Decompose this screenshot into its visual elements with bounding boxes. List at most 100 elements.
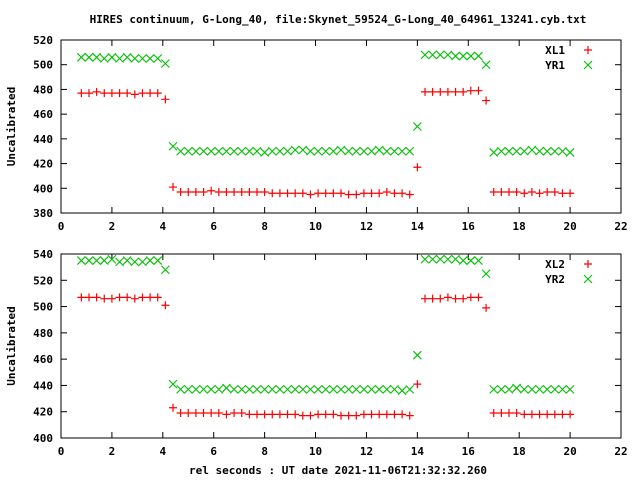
data-point xyxy=(397,386,407,396)
data-point xyxy=(459,294,468,303)
series-xl2 xyxy=(77,293,575,420)
data-point xyxy=(222,146,231,156)
data-point xyxy=(237,409,246,418)
data-point xyxy=(481,60,491,70)
series-xl1 xyxy=(77,86,575,199)
data-point xyxy=(421,294,429,303)
data-point xyxy=(283,146,292,156)
data-point xyxy=(298,411,307,420)
data-point xyxy=(505,187,513,196)
data-point xyxy=(558,410,567,419)
data-point xyxy=(336,145,346,155)
data-point xyxy=(329,189,338,198)
legend-marker xyxy=(584,260,592,268)
x-tick-label: 20 xyxy=(563,445,576,458)
data-point xyxy=(298,189,307,198)
y-tick-label: 500 xyxy=(33,301,53,314)
data-point xyxy=(107,294,116,303)
data-point xyxy=(344,411,353,420)
data-point xyxy=(496,384,506,394)
data-point xyxy=(207,186,216,195)
y-tick-label: 460 xyxy=(33,108,53,121)
x-tick-label: 0 xyxy=(58,445,65,458)
data-point xyxy=(184,409,193,418)
data-point xyxy=(252,384,262,394)
y-tick-label: 460 xyxy=(33,353,53,366)
data-point xyxy=(306,146,315,156)
data-point xyxy=(474,86,483,95)
data-point xyxy=(306,411,315,420)
data-point xyxy=(191,187,200,196)
data-point xyxy=(390,146,399,156)
data-point xyxy=(115,293,124,302)
data-point xyxy=(428,50,438,60)
data-point xyxy=(275,189,284,198)
data-point xyxy=(214,146,224,156)
data-point xyxy=(100,294,109,303)
data-point xyxy=(291,189,300,198)
data-point xyxy=(344,190,353,199)
data-point xyxy=(543,410,552,419)
y-tick-label: 400 xyxy=(33,432,53,445)
data-point xyxy=(138,89,147,98)
data-point xyxy=(321,410,330,419)
data-point xyxy=(375,410,384,419)
legend-marker xyxy=(584,46,592,54)
data-point xyxy=(443,254,453,264)
data-point xyxy=(482,303,491,312)
x-tick-label: 14 xyxy=(411,445,425,458)
data-point xyxy=(268,410,277,419)
data-point xyxy=(390,410,399,419)
data-point xyxy=(184,187,193,196)
data-point xyxy=(168,141,178,151)
data-point xyxy=(466,86,475,95)
data-point xyxy=(123,293,132,302)
data-point xyxy=(260,148,270,157)
data-point xyxy=(413,163,422,172)
plot-frame xyxy=(60,39,622,214)
data-point xyxy=(550,187,559,196)
data-point xyxy=(451,87,460,96)
data-point xyxy=(520,189,529,198)
data-point xyxy=(504,146,514,156)
y-tick-label: 480 xyxy=(33,83,53,96)
data-point xyxy=(566,410,575,419)
x-tick-label: 4 xyxy=(160,445,167,458)
data-point xyxy=(535,146,544,156)
data-point xyxy=(199,146,208,156)
data-point xyxy=(92,293,101,302)
plot-top: 0 2 4 6 8 10 12 14 16 18 20 22 380 400 420 440 460 480 500… xyxy=(5,34,628,233)
x-tick-label: 12 xyxy=(360,445,373,458)
data-point xyxy=(291,410,300,419)
data-point xyxy=(298,145,308,155)
data-point xyxy=(428,87,437,96)
data-point xyxy=(253,410,261,419)
y-tick-label: 380 xyxy=(33,207,53,220)
data-point xyxy=(321,189,330,198)
data-point xyxy=(550,410,559,419)
data-point xyxy=(336,384,346,394)
data-point xyxy=(519,384,529,394)
data-point xyxy=(160,265,170,275)
series-yr1 xyxy=(76,50,575,157)
y-tick-label: 520 xyxy=(33,274,53,287)
data-point xyxy=(160,59,170,68)
data-point xyxy=(550,384,560,394)
data-point xyxy=(382,384,392,394)
data-point xyxy=(543,187,552,196)
data-point xyxy=(374,145,384,155)
data-point xyxy=(337,189,345,198)
data-point xyxy=(283,189,292,198)
data-point xyxy=(321,146,331,156)
data-point xyxy=(351,146,361,156)
data-point xyxy=(130,90,139,99)
data-point xyxy=(230,187,239,196)
data-point xyxy=(237,187,246,196)
plot-frame xyxy=(60,253,622,439)
data-point xyxy=(85,293,93,302)
data-point xyxy=(565,384,575,394)
plot-bottom: 0 2 4 6 8 10 12 14 16 18 20 22 400 420 440 460 480 500 520… xyxy=(5,248,628,458)
data-point xyxy=(466,51,476,61)
data-point xyxy=(145,54,155,63)
data-point xyxy=(405,384,415,394)
